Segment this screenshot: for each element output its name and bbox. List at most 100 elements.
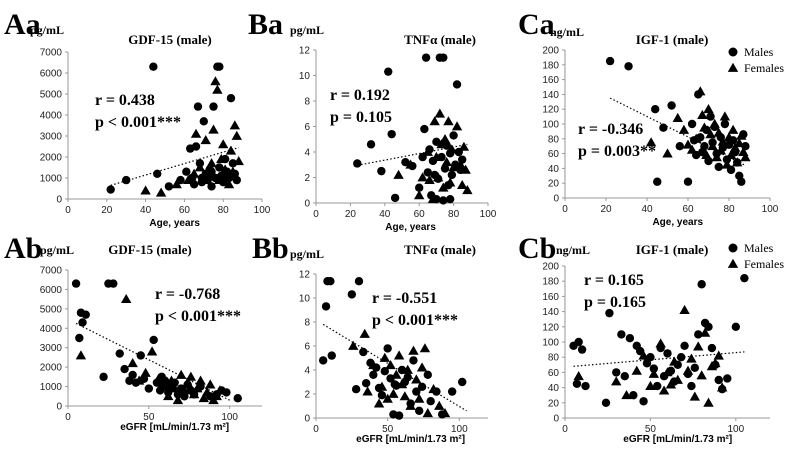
y-tick-label: 0 <box>553 194 559 205</box>
data-point-female <box>611 376 622 386</box>
data-point-male <box>581 381 590 391</box>
data-point-female <box>648 368 660 378</box>
data-point-male <box>624 62 633 71</box>
x-tick-label: 80 <box>218 205 230 216</box>
x-tick-label: 0 <box>65 205 71 216</box>
x-tick-label: 100 <box>221 412 238 423</box>
data-point-female <box>399 391 411 401</box>
data-point-male <box>417 382 427 391</box>
data-point-female <box>159 381 171 391</box>
data-point-female <box>393 169 404 179</box>
data-point-female <box>428 384 439 394</box>
legend-label: Females <box>744 257 784 271</box>
y-tick-label: 4 <box>304 366 310 377</box>
data-point-female <box>169 383 180 393</box>
data-point-female <box>621 390 632 400</box>
data-point-male <box>144 384 154 393</box>
y-unit: pg/mL <box>30 23 64 37</box>
y-tick-label: 180 <box>542 60 559 71</box>
data-point-female <box>416 362 428 372</box>
data-point-male <box>574 337 583 347</box>
x-tick-label: 20 <box>600 204 612 215</box>
y-tick-label: 4000 <box>40 324 63 335</box>
x-tick-label: 40 <box>379 209 391 220</box>
data-point-female <box>385 360 396 370</box>
data-point-male <box>75 333 84 343</box>
x-tick-label: 80 <box>723 204 735 215</box>
legend: Males Females <box>727 241 784 271</box>
data-point-female <box>727 124 739 134</box>
data-point-female <box>689 391 701 401</box>
data-point-female <box>419 343 431 353</box>
data-point-male <box>232 175 241 185</box>
y-tick-label: 2 <box>304 390 310 401</box>
data-point-female <box>699 327 711 337</box>
data-point-male <box>577 345 587 354</box>
data-point-female <box>719 111 731 121</box>
data-point-female <box>208 124 219 134</box>
panel-cb: Cb ng/mL IGF-1 (male) 0 20 40 60 80 100 120 140 160… <box>518 232 784 445</box>
data-point-male <box>122 175 131 185</box>
y-tick-label: 4000 <box>40 111 63 122</box>
data-point-female <box>212 84 223 94</box>
stat-r: r = 0.165 <box>584 272 644 289</box>
data-point-female <box>219 164 231 174</box>
data-point-female <box>227 166 239 176</box>
data-point-female <box>439 408 451 418</box>
data-point-female <box>732 157 743 167</box>
y-tick-label: 5000 <box>40 90 63 101</box>
data-point-female <box>444 177 456 187</box>
y-tick-label: 6 <box>304 122 310 133</box>
data-point-female <box>348 340 359 350</box>
y-tick-label: 12 <box>299 46 311 57</box>
data-point-male <box>176 175 185 185</box>
y-tick-label: 160 <box>542 75 559 86</box>
data-point-female <box>696 370 707 380</box>
series-females <box>573 304 728 407</box>
data-point-male <box>629 391 638 400</box>
data-point-female <box>179 385 190 395</box>
data-point-female <box>441 157 452 167</box>
data-point-female <box>133 375 145 385</box>
data-point-male <box>394 411 404 420</box>
data-point-female <box>172 394 184 405</box>
data-point-male <box>81 310 90 319</box>
data-point-male <box>639 397 648 406</box>
data-point-female <box>408 345 419 355</box>
y-tick-label: 12 <box>299 270 311 281</box>
data-point-female <box>121 293 132 304</box>
y-unit: ng/mL <box>556 243 590 257</box>
data-point-female <box>231 130 242 140</box>
data-point-male <box>731 322 741 331</box>
data-point-female <box>682 139 694 149</box>
data-point-male <box>714 162 723 172</box>
data-point-female <box>411 374 422 384</box>
y-tick-label: 2000 <box>40 363 63 374</box>
data-point-female <box>431 151 442 161</box>
data-point-male <box>617 330 626 339</box>
y-tick-label: 200 <box>542 46 559 57</box>
data-point-male <box>653 177 662 186</box>
data-point-male <box>387 129 396 139</box>
chart-title: GDF-15 (male) <box>128 32 211 47</box>
y-tick-label: 100 <box>542 338 559 349</box>
data-point-male <box>737 177 746 186</box>
data-point-female <box>205 379 216 389</box>
data-point-female <box>379 352 390 362</box>
panel-label: Ab <box>4 232 42 265</box>
y-tick-label: 20 <box>548 179 560 190</box>
data-point-male <box>706 112 715 121</box>
data-point-female <box>709 118 720 128</box>
data-point-female <box>206 158 217 168</box>
x-axis-label: eGFR [mL/min/1.73 m²] <box>120 422 229 433</box>
stat-p: p = 0.165 <box>584 294 646 311</box>
data-point-female <box>713 127 724 137</box>
y-tick-label: 6000 <box>40 69 63 80</box>
data-point-male <box>432 137 441 146</box>
data-point-male <box>447 170 457 180</box>
x-tick-label: 60 <box>179 205 191 216</box>
trend-line <box>75 322 230 401</box>
data-point-male <box>136 351 145 360</box>
data-point-female <box>695 86 706 96</box>
